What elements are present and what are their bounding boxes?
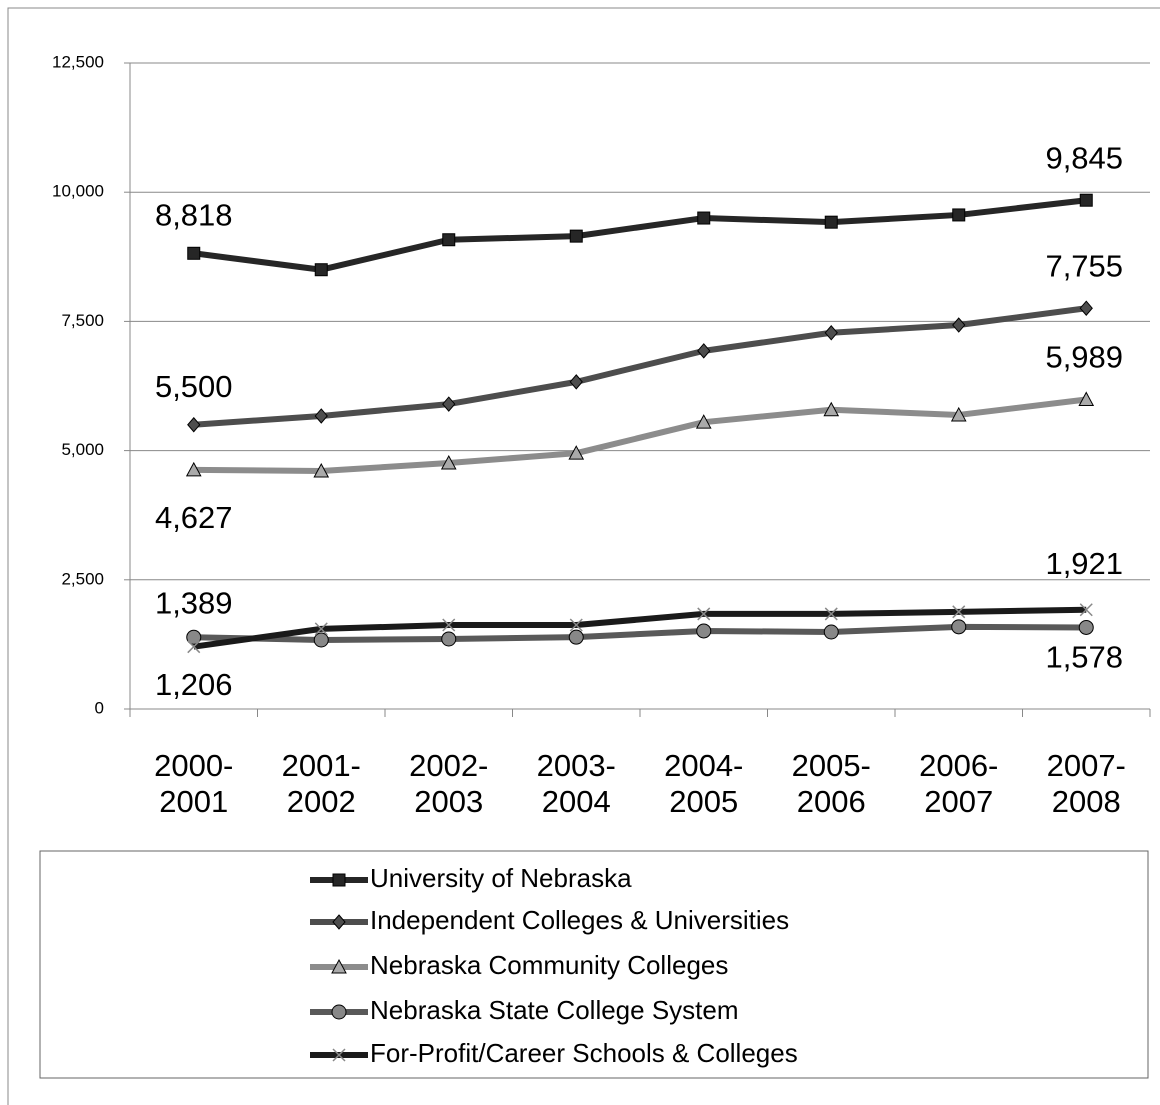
marker [313, 462, 330, 478]
marker [569, 618, 583, 632]
chart-frame [7, 7, 1160, 1105]
marker [824, 325, 838, 341]
marker [187, 246, 201, 260]
marker [952, 317, 966, 333]
marker [332, 914, 346, 930]
legend-box [39, 850, 1149, 1079]
series-line [193, 606, 1087, 650]
series-line [193, 396, 1087, 475]
marker [824, 215, 838, 229]
x-tick-label: 2004-2005 [664, 748, 744, 819]
y-tick-label: 12,500 [52, 52, 104, 71]
marker [569, 229, 583, 243]
y-tick-label: 10,000 [52, 182, 104, 201]
marker [331, 1004, 347, 1020]
marker [1078, 619, 1094, 635]
y-tick-label: 2,500 [61, 569, 104, 588]
marker [441, 631, 457, 647]
legend-label: Independent Colleges & Universities [370, 905, 789, 935]
legend-label: For-Profit/Career Schools & Colleges [370, 1038, 798, 1068]
marker [314, 408, 328, 424]
marker [950, 406, 967, 422]
legend-label: Nebraska Community Colleges [370, 950, 728, 980]
x-tick-label: 2007-2008 [1046, 748, 1126, 819]
marker [1079, 603, 1093, 617]
y-tick-label: 0 [95, 698, 104, 717]
x-tick-label: 2006-2007 [919, 748, 999, 819]
y-tick-label: 5,000 [61, 440, 104, 459]
marker [1079, 300, 1093, 316]
data-label: 5,989 [1045, 340, 1123, 375]
marker [697, 607, 711, 621]
marker [332, 1048, 346, 1062]
marker [187, 416, 201, 433]
data-label: 1,389 [155, 585, 233, 620]
legend-label: Nebraska State College System [370, 995, 739, 1025]
marker [568, 629, 584, 645]
x-tick-label: 2005-2006 [791, 748, 871, 819]
marker [185, 461, 202, 477]
marker [331, 958, 347, 974]
x-tick-label: 2002-2003 [409, 748, 489, 819]
marker [314, 622, 328, 636]
x-tick-label: 2000-2001 [154, 748, 234, 819]
marker [442, 396, 456, 412]
marker [952, 605, 966, 619]
marker [440, 454, 457, 470]
marker [1078, 391, 1095, 406]
y-tick-label: 7,500 [61, 311, 104, 330]
data-label: 5,500 [155, 369, 233, 404]
marker [1079, 193, 1093, 207]
marker [332, 873, 346, 887]
marker [569, 374, 583, 390]
series-line [193, 197, 1087, 273]
data-label: 4,627 [155, 500, 233, 535]
series-line [193, 305, 1087, 428]
marker [952, 208, 966, 222]
marker [823, 401, 840, 417]
marker [186, 629, 202, 645]
marker [187, 640, 201, 654]
marker [823, 624, 839, 640]
data-label: 8,818 [155, 197, 233, 232]
marker [442, 233, 456, 247]
marker [568, 445, 585, 460]
data-label: 9,845 [1045, 140, 1123, 175]
series-line [193, 623, 1087, 644]
marker [824, 607, 838, 621]
legend-label: University of Nebraska [370, 863, 632, 893]
marker [695, 414, 712, 429]
marker [697, 343, 711, 359]
data-label: 7,755 [1045, 248, 1123, 283]
marker [951, 619, 967, 635]
data-label: 1,206 [155, 667, 233, 702]
marker [314, 263, 328, 277]
marker [696, 623, 712, 639]
data-label: 1,921 [1045, 546, 1123, 581]
marker [697, 211, 711, 225]
x-tick-label: 2003-2004 [536, 748, 616, 819]
marker [313, 632, 329, 648]
x-tick-label: 2001-2002 [281, 748, 361, 819]
data-label: 1,578 [1045, 640, 1123, 675]
marker [442, 618, 456, 632]
